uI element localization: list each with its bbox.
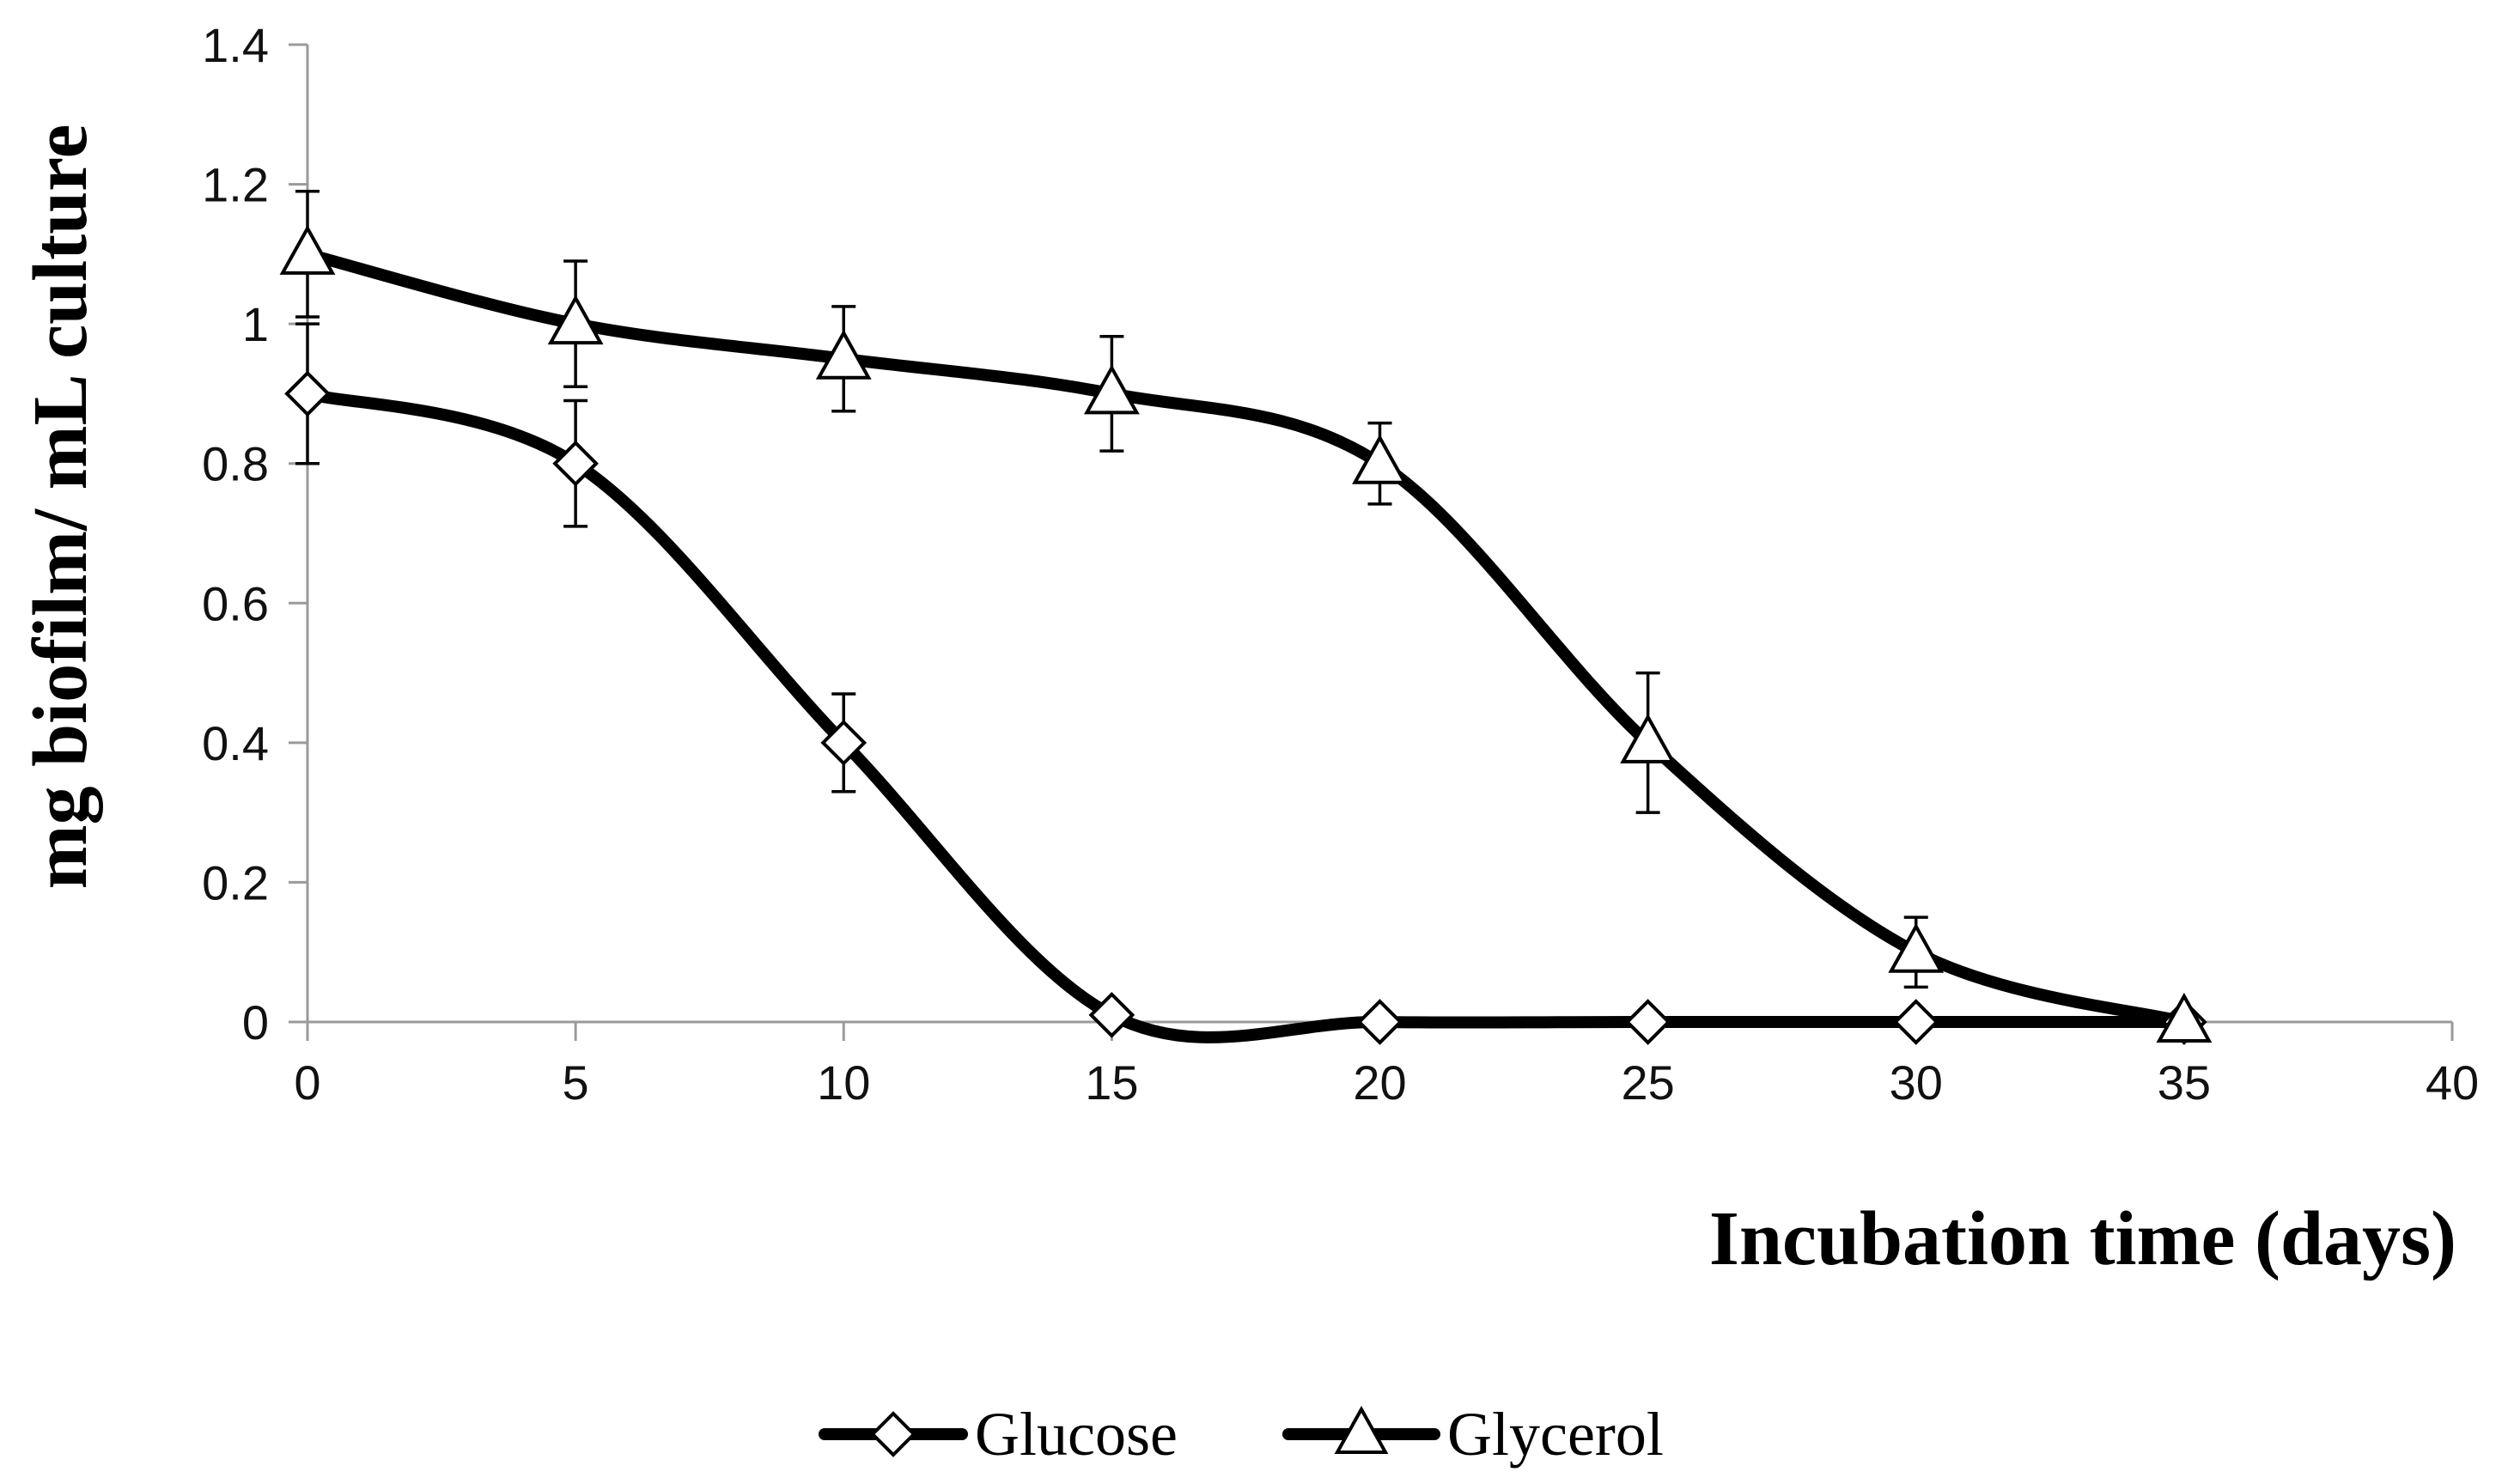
data-point-glucose	[1088, 992, 1135, 1038]
x-tick-label: 10	[817, 1055, 870, 1110]
x-tick-label: 0	[294, 1055, 320, 1110]
data-point-glucose	[820, 720, 868, 766]
y-tick-label: 0.8	[202, 437, 269, 491]
data-point-glucose	[1892, 999, 1939, 1045]
data-point-glucose	[1624, 999, 1671, 1045]
legend: Glucose Glycerol	[819, 1400, 1664, 1469]
x-tick-label: 35	[2158, 1055, 2211, 1110]
data-point-glycerol	[815, 329, 872, 380]
data-point-glycerol	[1888, 922, 1945, 973]
data-point-glycerol	[2156, 992, 2213, 1043]
legend-marker-glucose-diamond	[870, 1411, 916, 1457]
x-tick-label: 15	[1085, 1055, 1138, 1110]
series-line-glycerol	[301, 247, 2190, 1028]
data-point-glucose	[1356, 999, 1403, 1045]
y-tick-label: 0	[242, 995, 269, 1049]
series-line-glucose	[301, 387, 2190, 1043]
legend-label-glucose: Glucose	[975, 1400, 1178, 1469]
data-point-glucose	[284, 370, 331, 417]
series-lines	[301, 247, 2190, 1043]
data-point-glycerol	[1083, 364, 1140, 415]
x-tick-label: 40	[2426, 1055, 2479, 1110]
data-point-glucose	[552, 440, 599, 487]
axes: 0 0.2 0.4 0.6 0.8 1 1.2 1.4 0 5 10 15 20 25 30 35 40	[202, 18, 2479, 1110]
x-axis-title: Incubation time (days)	[1709, 1196, 2456, 1281]
y-axis-title: mg biofilm/ mL culture	[18, 125, 103, 890]
y-tick-label: 0.6	[202, 576, 269, 630]
y-tick-label: 0.2	[202, 855, 269, 909]
x-tick-label: 20	[1353, 1055, 1406, 1110]
y-tick-label: 0.4	[202, 716, 269, 770]
legend-label-glycerol: Glycerol	[1447, 1400, 1664, 1469]
data-markers	[279, 224, 2213, 1045]
y-tick-label: 1.2	[202, 158, 269, 212]
x-tick-label: 25	[1621, 1055, 1674, 1110]
legend-marker-glycerol-triangle	[1334, 1405, 1389, 1454]
x-tick-label: 30	[1890, 1055, 1943, 1110]
y-tick-label: 1	[242, 297, 269, 351]
data-point-glycerol	[1352, 434, 1408, 484]
data-point-glycerol	[547, 295, 604, 345]
legend-item-glucose: Glucose	[819, 1400, 1178, 1469]
error-bars	[295, 189, 1928, 989]
data-point-glycerol	[279, 224, 336, 275]
data-point-glycerol	[1620, 713, 1677, 763]
y-tick-label: 1.4	[202, 18, 269, 72]
x-tick-label: 5	[563, 1055, 589, 1110]
legend-item-glycerol: Glycerol	[1282, 1400, 1664, 1469]
